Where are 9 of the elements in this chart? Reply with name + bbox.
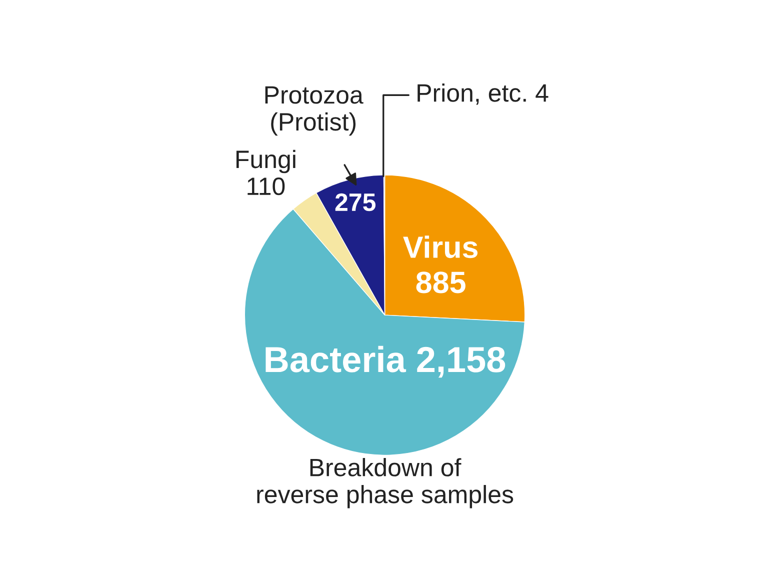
slice-label: Virus xyxy=(403,236,478,258)
text: Breakdown of reverse phase samples xyxy=(257,458,514,508)
slice-label: Prion, etc. 4 xyxy=(418,83,548,105)
data-label: 275 xyxy=(335,193,376,212)
slice-label: Bacteria 2,158 xyxy=(266,346,506,378)
slice-label: Protozoa (Protist) xyxy=(265,86,364,136)
data-label: 885 xyxy=(416,272,466,294)
slice-label: Fungi xyxy=(236,150,296,174)
data-label: 110 xyxy=(248,177,285,196)
